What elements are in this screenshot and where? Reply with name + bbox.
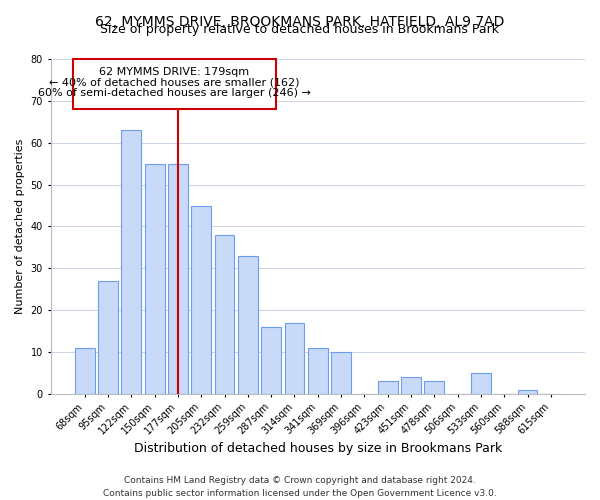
Bar <box>518 390 538 394</box>
Bar <box>121 130 141 394</box>
Text: 62 MYMMS DRIVE: 179sqm: 62 MYMMS DRIVE: 179sqm <box>100 66 250 76</box>
Bar <box>261 327 281 394</box>
Bar <box>215 235 235 394</box>
Bar <box>308 348 328 394</box>
Text: 62, MYMMS DRIVE, BROOKMANS PARK, HATFIELD, AL9 7AD: 62, MYMMS DRIVE, BROOKMANS PARK, HATFIEL… <box>95 15 505 29</box>
Text: 60% of semi-detached houses are larger (246) →: 60% of semi-detached houses are larger (… <box>38 88 311 99</box>
Bar <box>98 281 118 394</box>
Text: Contains HM Land Registry data © Crown copyright and database right 2024.
Contai: Contains HM Land Registry data © Crown c… <box>103 476 497 498</box>
Text: ← 40% of detached houses are smaller (162): ← 40% of detached houses are smaller (16… <box>49 78 300 88</box>
Bar <box>378 382 398 394</box>
Bar <box>471 373 491 394</box>
Bar <box>238 256 258 394</box>
Bar <box>75 348 95 394</box>
Bar <box>73 59 276 109</box>
Text: Size of property relative to detached houses in Brookmans Park: Size of property relative to detached ho… <box>101 22 499 36</box>
X-axis label: Distribution of detached houses by size in Brookmans Park: Distribution of detached houses by size … <box>134 442 502 455</box>
Bar <box>284 322 304 394</box>
Y-axis label: Number of detached properties: Number of detached properties <box>15 139 25 314</box>
Bar <box>424 382 444 394</box>
Bar <box>145 164 164 394</box>
Bar <box>191 206 211 394</box>
Bar <box>331 352 351 394</box>
Bar <box>168 164 188 394</box>
Bar <box>401 377 421 394</box>
